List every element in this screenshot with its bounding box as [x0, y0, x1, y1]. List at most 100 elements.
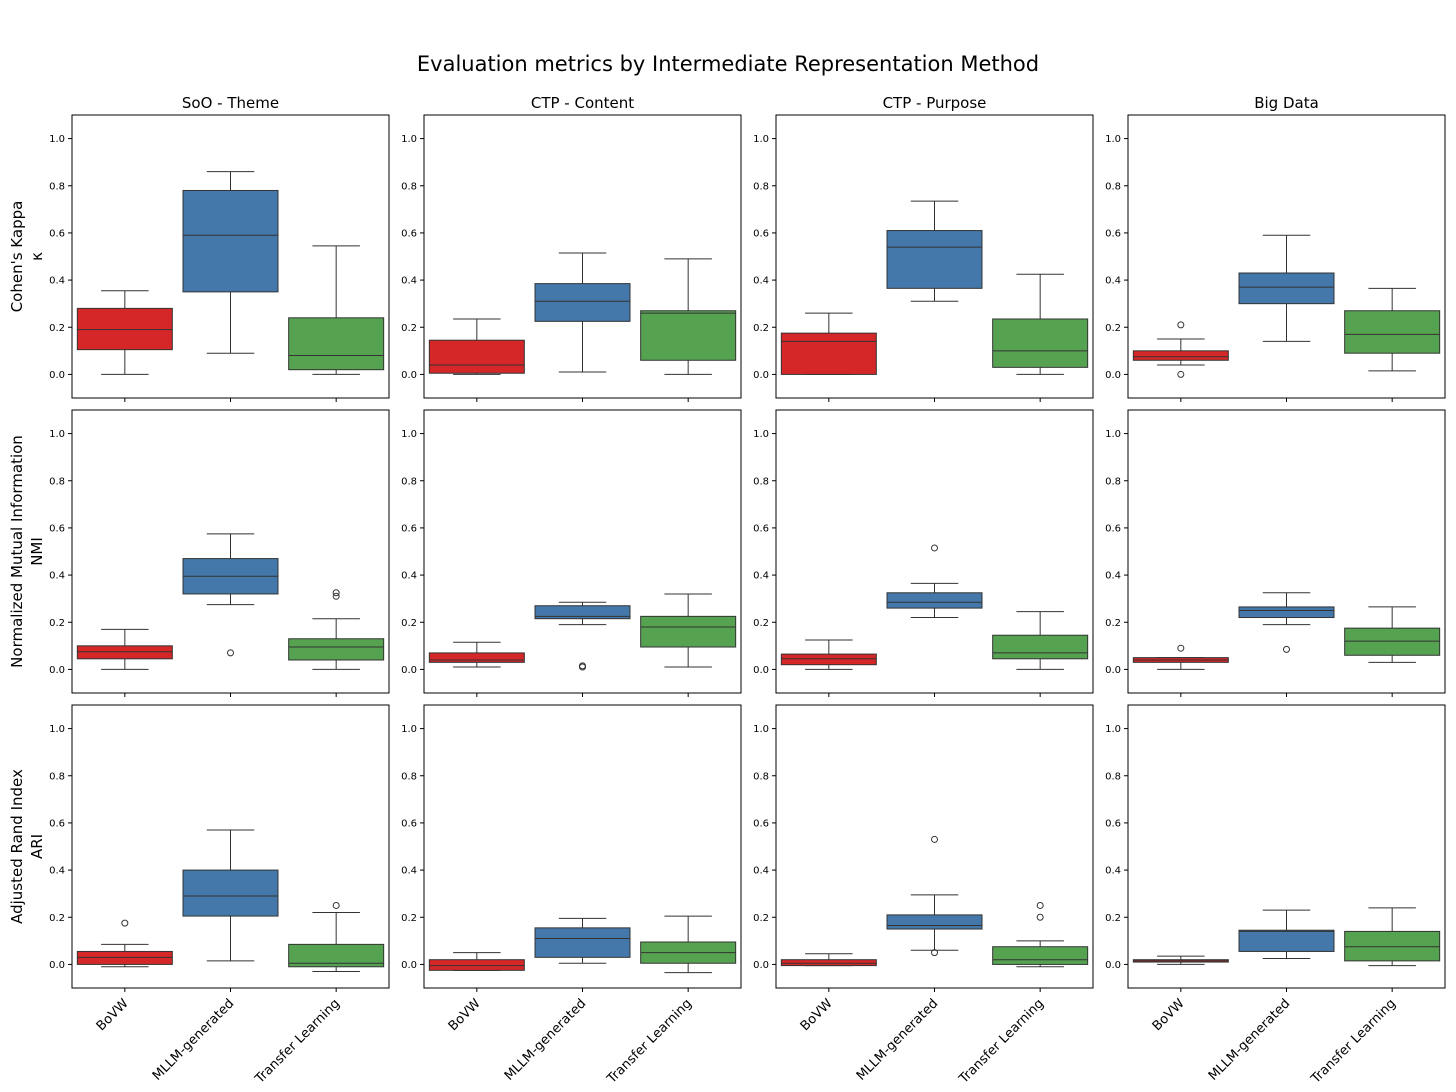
panel-normalized-mutual-information-ctp-content: 0.0 0.2 0.4 0.6 0.8 1.0 [401, 409, 742, 697]
y-tick-label: 0.4 [753, 866, 769, 877]
y-tick-label: 0.2 [49, 618, 65, 629]
box-transfer-learning [640, 615, 737, 648]
outlier-point [332, 901, 340, 909]
box-bovw [76, 307, 173, 351]
box-mllm-generated [182, 189, 279, 293]
y-tick-label: 0.8 [753, 771, 769, 782]
row-label: Normalized Mutual Information [8, 435, 26, 668]
box-bovw [780, 653, 877, 666]
box-transfer-learning [1344, 310, 1441, 354]
y-tick-label: 1.0 [753, 134, 769, 145]
box-mllm-generated [886, 230, 983, 289]
box-bovw [76, 950, 173, 965]
y-tick-label: 0.4 [401, 571, 417, 582]
y-tick-label: 0.4 [1105, 866, 1121, 877]
y-tick-label: 0.8 [753, 476, 769, 487]
box-mllm-generated [1238, 272, 1335, 305]
y-tick-label: 0.0 [1105, 370, 1121, 381]
box-mllm-generated [534, 605, 631, 620]
y-tick-label: 0.8 [753, 181, 769, 192]
box-bovw [428, 339, 525, 374]
y-tick-label: 1.0 [1105, 134, 1121, 145]
box-bovw [76, 645, 173, 660]
y-tick-label: 0.2 [401, 618, 417, 629]
y-tick-label: 0.8 [1105, 476, 1121, 487]
row-symbol: ARI [28, 834, 46, 859]
outlier-point [121, 919, 129, 927]
panel-cohen-s-kappa-big-data: 0.0 0.2 0.4 0.6 0.8 1.0 [1105, 114, 1446, 402]
row-symbol: NMI [28, 537, 46, 566]
y-tick-label: 0.6 [753, 818, 769, 829]
column-title: CTP - Purpose [883, 94, 987, 112]
y-tick-label: 0.0 [401, 370, 417, 381]
y-tick-label: 0.6 [401, 228, 417, 239]
x-tick-label: BoVW [94, 996, 132, 1034]
y-tick-label: 1.0 [401, 134, 417, 145]
outlier-point [332, 589, 340, 597]
box-transfer-learning [288, 943, 385, 968]
y-tick-label: 0.8 [49, 771, 65, 782]
y-tick-label: 0.6 [401, 523, 417, 534]
box-mllm-generated [182, 869, 279, 917]
y-tick-label: 0.8 [49, 476, 65, 487]
y-tick-label: 0.0 [49, 370, 65, 381]
outlier-point [1036, 901, 1044, 909]
row-label: Adjusted Rand Index [8, 769, 26, 924]
y-tick-label: 1.0 [753, 429, 769, 440]
box-mllm-generated [534, 927, 631, 958]
y-tick-label: 0.0 [1105, 665, 1121, 676]
y-tick-label: 0.6 [1105, 523, 1121, 534]
x-tick-label: Transfer Learning [604, 996, 695, 1087]
y-tick-label: 0.4 [49, 571, 65, 582]
y-tick-label: 0.4 [401, 866, 417, 877]
column-title: CTP - Content [531, 94, 634, 112]
x-tick-label: BoVW [1150, 996, 1188, 1034]
y-tick-label: 1.0 [401, 429, 417, 440]
y-tick-label: 1.0 [753, 724, 769, 735]
y-tick-label: 0.2 [1105, 323, 1121, 334]
y-tick-label: 0.2 [753, 618, 769, 629]
box-transfer-learning [1344, 930, 1441, 962]
y-tick-label: 1.0 [1105, 724, 1121, 735]
y-tick-label: 0.0 [401, 665, 417, 676]
panel-adjusted-rand-index-big-data: 0.0 0.2 0.4 0.6 0.8 1.0 BoVW MLLM-generated Tran… [1105, 704, 1446, 1087]
y-tick-label: 0.0 [49, 665, 65, 676]
column-title: SoO - Theme [182, 94, 279, 112]
y-tick-label: 1.0 [1105, 429, 1121, 440]
y-tick-label: 0.2 [401, 913, 417, 924]
y-tick-label: 0.4 [49, 276, 65, 287]
y-tick-label: 0.8 [1105, 771, 1121, 782]
y-tick-label: 0.2 [401, 323, 417, 334]
y-tick-label: 0.8 [401, 181, 417, 192]
x-tick-label: Transfer Learning [252, 996, 343, 1087]
box-transfer-learning [1344, 627, 1441, 656]
y-tick-label: 0.2 [753, 913, 769, 924]
panel-normalized-mutual-information-ctp-purpose: 0.0 0.2 0.4 0.6 0.8 1.0 [753, 409, 1094, 697]
y-tick-label: 0.0 [401, 960, 417, 971]
panel-cohen-s-kappa-soo-theme: 0.0 0.2 0.4 0.6 0.8 1.0 [49, 114, 390, 402]
panel-normalized-mutual-information-big-data: 0.0 0.2 0.4 0.6 0.8 1.0 [1105, 409, 1446, 697]
y-tick-label: 0.8 [1105, 181, 1121, 192]
outlier-point [1177, 370, 1185, 378]
outlier-point [931, 544, 938, 552]
y-tick-label: 0.6 [753, 228, 769, 239]
box-mllm-generated [1238, 606, 1335, 619]
box-transfer-learning [288, 317, 385, 371]
panel-adjusted-rand-index-ctp-content: 0.0 0.2 0.4 0.6 0.8 1.0 BoVW MLLM-generated Tran… [401, 704, 742, 1087]
panel-cohen-s-kappa-ctp-purpose: 0.0 0.2 0.4 0.6 0.8 1.0 [753, 114, 1094, 402]
y-tick-label: 0.4 [401, 276, 417, 287]
panel-adjusted-rand-index-ctp-purpose: 0.0 0.2 0.4 0.6 0.8 1.0 BoVW MLLM-generated Tran… [753, 704, 1094, 1087]
y-tick-label: 0.8 [49, 181, 65, 192]
x-tick-label: Transfer Learning [956, 996, 1047, 1087]
y-tick-label: 0.6 [49, 228, 65, 239]
panel-adjusted-rand-index-soo-theme: 0.0 0.2 0.4 0.6 0.8 1.0 BoVW MLLM-generated Tran… [49, 704, 390, 1087]
outlier-point [931, 835, 938, 843]
outlier-point [1177, 321, 1185, 329]
y-tick-label: 0.2 [753, 323, 769, 334]
box-bovw [780, 959, 877, 967]
y-tick-label: 0.4 [1105, 571, 1121, 582]
box-transfer-learning [288, 638, 385, 661]
x-tick-label: MLLM-generated [502, 996, 590, 1084]
outlier-point [332, 592, 340, 600]
y-tick-label: 1.0 [401, 724, 417, 735]
